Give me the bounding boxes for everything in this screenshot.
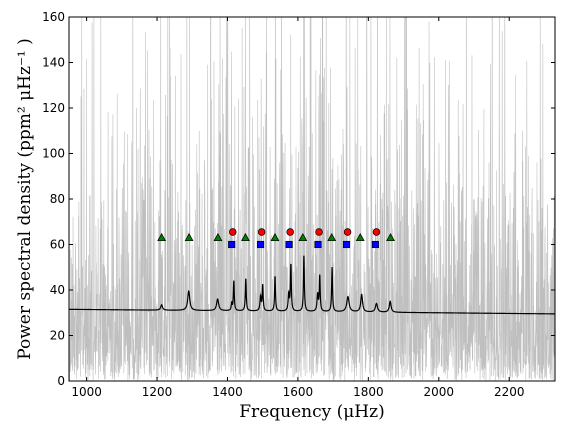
triangle-marker — [184, 232, 194, 242]
triangle-marker — [213, 232, 223, 242]
triangle-marker — [386, 232, 395, 242]
axis-ticks: 1000 1200 1400 1600 1800 2000 2200 0 20 40 60 80 100… — [42, 10, 555, 399]
circle-marker — [315, 228, 323, 236]
square-marker — [285, 240, 293, 249]
triangle-marker — [241, 232, 250, 242]
x-tick-label: 1600 — [283, 385, 314, 399]
circle-marker — [286, 228, 294, 236]
x-tick-label: 1400 — [212, 385, 243, 399]
x-tick-label: 2000 — [424, 385, 455, 399]
square-marker — [257, 240, 265, 249]
circle-marker — [257, 228, 266, 236]
square-marker — [314, 240, 322, 249]
y-tick-label: 100 — [42, 147, 65, 161]
circle-marker — [372, 228, 381, 236]
x-tick-label: 1800 — [353, 385, 384, 399]
plot-area — [69, 17, 555, 381]
triangle-marker — [355, 232, 365, 242]
spectrum-series-line — [69, 17, 555, 381]
x-tick-label: 1000 — [71, 385, 102, 399]
square-marker — [342, 240, 351, 249]
triangle-marker — [270, 232, 280, 242]
triangle-marker — [157, 232, 167, 242]
y-tick-label: 160 — [42, 10, 65, 24]
x-tick-label: 1200 — [142, 385, 173, 399]
y-tick-label: 60 — [50, 238, 65, 252]
square-marker — [228, 240, 236, 249]
y-axis-label: Power spectral density (ppm² μHz⁻¹ ) — [15, 38, 35, 360]
y-tick-label: 140 — [42, 56, 65, 70]
y-tick-label: 40 — [50, 283, 65, 297]
circle-marker — [229, 228, 237, 236]
square-marker — [371, 240, 379, 249]
fit-series-line — [69, 255, 555, 315]
x-tick-label: 2200 — [494, 385, 525, 399]
x-axis-label: Frequency (μHz) — [239, 402, 384, 422]
triangle-marker — [327, 232, 337, 242]
y-tick-label: 80 — [50, 192, 65, 206]
y-tick-label: 0 — [57, 374, 65, 388]
circle-marker — [343, 228, 352, 236]
y-tick-label: 120 — [42, 101, 65, 115]
triangle-marker — [298, 232, 308, 242]
y-tick-label: 20 — [50, 329, 65, 343]
